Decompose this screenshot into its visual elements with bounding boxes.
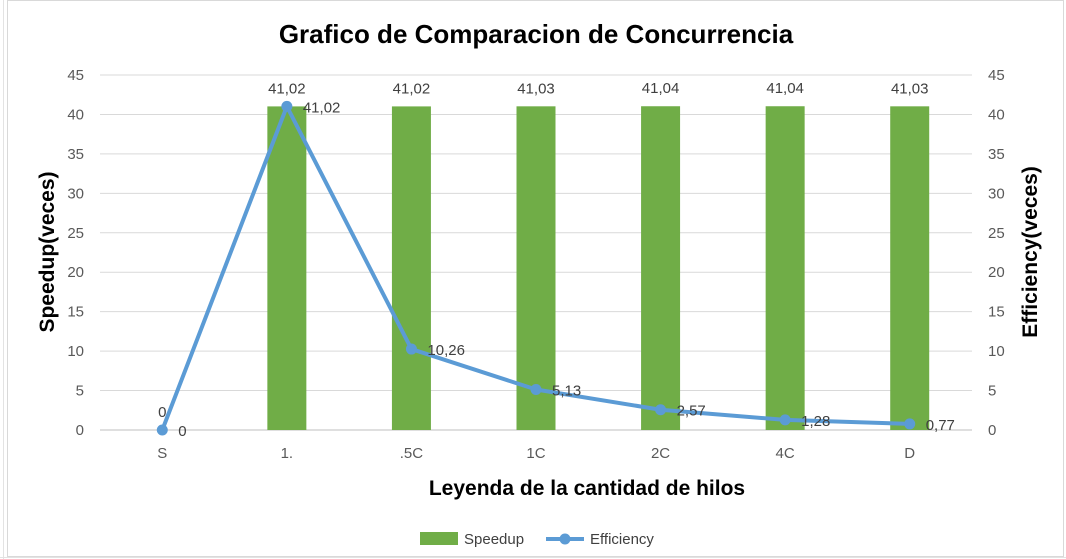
y-tick-label-right: 30 [988,185,1005,202]
y-tick-label-right: 45 [988,67,1005,84]
efficiency-data-labels: 0 41,02 10,26 5,13 2,57 1,28 0,77 [178,99,955,440]
speedup-bar [890,106,930,431]
efficiency-point [405,343,417,355]
legend-swatch-speedup [420,532,458,545]
efficiency-point [904,418,916,430]
legend-label-efficiency: Efficiency [590,531,654,548]
sheet-gridline [3,0,4,559]
y-tick-label-right: 35 [988,146,1005,163]
x-tick-label: D [904,445,915,462]
efficiency-point [530,384,542,396]
speedup-bars [267,106,930,431]
y-axis-right-title: Efficiency(veces) [1019,166,1042,338]
efficiency-data-label: 2,57 [677,403,706,420]
speedup-bar [765,106,805,431]
x-axis-ticks: S 1. .5C 1C 2C 4C D [157,445,915,462]
speedup-bar [641,106,681,431]
efficiency-data-label: 10,26 [427,342,465,359]
chart-title: Grafico de Comparacion de Concurrencia [279,19,794,49]
efficiency-data-label: 0 [178,423,186,440]
speedup-data-label: 0 [158,404,166,421]
speedup-data-label: 41,03 [517,80,555,97]
speedup-data-label: 41,04 [642,80,680,97]
y-tick-label-left: 10 [67,343,84,360]
y-tick-label-left: 25 [67,225,84,242]
y-axis-right-ticks: 0 5 10 15 20 25 30 35 40 45 [988,67,1005,439]
y-tick-label-right: 0 [988,422,996,439]
y-axis-left-ticks: 0 5 10 15 20 25 30 35 40 45 [67,67,84,439]
y-tick-label-left: 30 [67,185,84,202]
x-tick-label: S [157,445,167,462]
speedup-data-label: 41,03 [891,80,929,97]
y-tick-label-left: 0 [76,422,84,439]
efficiency-data-label: 0,77 [926,417,955,434]
y-tick-label-right: 10 [988,343,1005,360]
y-tick-label-right: 20 [988,264,1005,281]
legend-swatch-efficiency-marker [559,533,571,545]
legend-label-speedup: Speedup [464,531,524,548]
y-tick-label-right: 15 [988,304,1005,321]
x-tick-label: .5C [400,445,424,462]
y-axis-left-title: Speedup(veces) [36,171,59,332]
x-axis-title: Leyenda de la cantidad de hilos [429,477,745,500]
sheet-gridline [0,557,1066,558]
y-tick-label-left: 5 [76,383,84,400]
x-tick-label: 2C [651,445,670,462]
speedup-bar [516,106,556,431]
efficiency-data-label: 5,13 [552,383,581,400]
y-tick-label-left: 40 [67,106,84,123]
efficiency-point [779,414,791,426]
y-tick-label-left: 35 [67,146,84,163]
speedup-data-label: 41,02 [393,80,431,97]
y-tick-label-left: 20 [67,264,84,281]
speedup-data-labels: 0 41,02 41,02 41,03 41,04 41,04 41,03 [158,80,928,421]
y-tick-label-right: 25 [988,225,1005,242]
speedup-data-label: 41,02 [268,80,306,97]
speedup-bar [391,106,431,431]
efficiency-point [156,424,168,436]
y-tick-label-right: 40 [988,106,1005,123]
efficiency-line [156,100,916,436]
efficiency-point [655,404,667,416]
x-tick-label: 4C [776,445,795,462]
efficiency-data-label: 41,02 [303,99,341,116]
x-tick-label: 1C [526,445,545,462]
speedup-data-label: 41,04 [766,80,804,97]
legend[interactable]: Speedup Efficiency [420,531,654,548]
speedup-bar [267,106,307,431]
efficiency-point [281,100,293,112]
x-tick-label: 1. [281,445,294,462]
y-tick-label-left: 15 [67,304,84,321]
efficiency-data-label: 1,28 [801,413,830,430]
y-tick-label-left: 45 [67,67,84,84]
y-tick-label-right: 5 [988,383,996,400]
